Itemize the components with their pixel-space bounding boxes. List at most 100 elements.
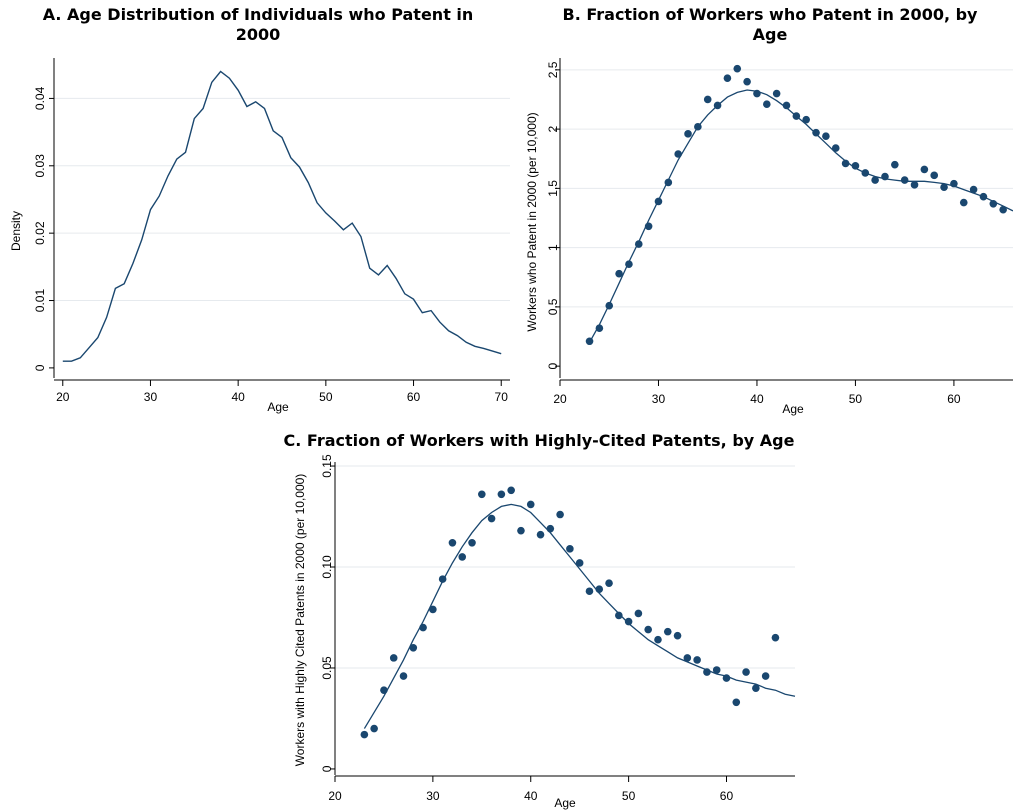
panel-b-x-tick-label: 40 — [750, 392, 764, 406]
panel-c-x-tick-label: 50 — [622, 789, 636, 803]
panel-b-data-point — [585, 337, 594, 346]
panel-c-data-point — [575, 559, 584, 567]
panel-b-data-point — [694, 122, 702, 131]
panel-b-fit-curve — [588, 89, 1013, 343]
panel-b-data-point — [851, 162, 860, 170]
panel-b-data-point — [644, 222, 653, 231]
panel-b-x-tick-label: 20 — [553, 392, 567, 406]
panel-c-data-point — [429, 605, 437, 614]
panel-b-x-tick-label: 60 — [947, 392, 961, 406]
panel-c-x-tick-label: 60 — [720, 789, 734, 803]
panel-c-data-point — [389, 654, 398, 662]
panel-a-density-line — [62, 70, 502, 362]
panel-c-data-point — [663, 627, 672, 636]
panel-c-data-point — [468, 538, 476, 547]
panel-c-data-point — [536, 530, 545, 539]
panel-c-data-point — [732, 698, 741, 707]
panel-c-data-point — [634, 609, 643, 618]
panel-c-data-point — [448, 538, 457, 547]
panel-b-data-point — [763, 100, 771, 109]
panel-b-data-point — [674, 150, 682, 158]
panel-b-data-point — [822, 132, 830, 141]
panel-a-title-line-1: A. Age Distribution of Individuals who P… — [43, 5, 474, 24]
panel-c-data-point — [624, 617, 633, 626]
panel-b-data-point — [959, 198, 968, 207]
panel-a-y-tick-label: 0.01 — [33, 289, 47, 313]
panel-c-data-point — [712, 666, 721, 674]
panel-b-data-point — [634, 240, 643, 248]
panel-c-data-point — [761, 672, 770, 680]
panel-b-data-point — [900, 176, 909, 184]
panel-c-data-point — [526, 500, 535, 509]
panel-a-x-tick-label: 60 — [407, 390, 421, 404]
panel-b-data-point — [940, 183, 948, 191]
panel-b-data-point — [861, 169, 870, 177]
panel-b-data-point — [891, 160, 899, 169]
panel-b-data-point — [654, 197, 663, 206]
panel-c: C. Fraction of Workers with Highly-Cited… — [284, 431, 796, 810]
panel-a-x-tick-label: 50 — [319, 390, 333, 404]
panel-b-data-point — [910, 181, 919, 189]
panel-a: A. Age Distribution of Individuals who P… — [9, 5, 510, 414]
panel-a-title-line-2: 2000 — [236, 25, 281, 44]
panel-c-x-tick-label: 40 — [524, 789, 538, 803]
panel-b-y-tick-label: 1.5 — [546, 180, 560, 197]
panel-b-data-point — [802, 115, 810, 124]
panel-b-data-point — [812, 128, 820, 137]
panel-c-data-point — [673, 631, 682, 640]
panel-c-data-point — [517, 526, 525, 535]
panel-b-y-tick-label: 2.5 — [546, 61, 560, 78]
panel-b-x-tick-label: 50 — [849, 392, 863, 406]
panel-b-data-point — [881, 172, 889, 181]
panel-b-data-point — [595, 324, 604, 333]
panel-c-data-point — [742, 668, 750, 676]
panel-a-y-axis-label: Density — [9, 211, 23, 251]
panel-b-y-tick-label: 2 — [546, 125, 560, 132]
panel-c-data-point — [399, 672, 408, 680]
panel-b-y-axis-label: Workers who Patent in 2000 (per 10,000) — [525, 112, 539, 331]
panel-a-y-tick-label: 0.04 — [33, 86, 47, 110]
panel-c-data-point — [419, 623, 427, 632]
panel-a-y-tick-label: 0.02 — [33, 221, 47, 245]
panel-c-data-point — [595, 585, 604, 594]
panel-c-data-point — [370, 724, 378, 733]
panel-a-x-tick-label: 70 — [495, 390, 509, 404]
panel-a-y-tick-label: 0 — [33, 364, 47, 371]
panel-c-data-point — [752, 684, 760, 692]
panel-c-data-point — [360, 730, 369, 739]
panel-b-data-point — [782, 101, 791, 110]
panel-a-x-tick-label: 20 — [56, 390, 70, 404]
panel-b-data-point — [831, 144, 840, 152]
panel-c-data-point — [507, 486, 515, 495]
panel-a-x-axis-label: Age — [267, 400, 289, 414]
panel-c-data-point — [380, 686, 388, 694]
panel-b-data-point — [615, 269, 623, 278]
panel-b-data-point — [999, 205, 1007, 214]
panel-c-data-point — [487, 514, 496, 523]
panel-b-data-point — [969, 185, 978, 194]
panel-c-x-tick-label: 20 — [328, 789, 342, 803]
panel-b-data-point — [743, 77, 751, 86]
panel-a-y-tick-label: 0.03 — [33, 154, 47, 178]
panel-a-x-tick-label: 30 — [144, 390, 158, 404]
panel-b-x-tick-label: 30 — [652, 392, 666, 406]
panel-b-data-point — [792, 112, 801, 120]
panel-c-data-point — [478, 490, 486, 499]
panel-c-data-point — [693, 656, 701, 664]
panel-b-y-tick-label: 0 — [546, 362, 560, 369]
panel-c-y-tick-label: 0.15 — [320, 454, 334, 478]
panel-b-y-tick-label: 1 — [546, 244, 560, 251]
panel-c-title: C. Fraction of Workers with Highly-Cited… — [284, 431, 795, 450]
panel-a-x-tick-label: 40 — [231, 390, 245, 404]
panel-c-y-tick-label: 0.10 — [320, 555, 334, 579]
panel-c-y-axis-label: Workers with Highly Cited Patents in 200… — [293, 474, 307, 767]
panel-b-data-point — [841, 159, 850, 168]
panel-b-data-point — [703, 95, 712, 104]
panel-c-data-point — [703, 668, 711, 676]
panel-c-y-tick-label: 0.05 — [320, 656, 334, 680]
panel-b-data-point — [950, 179, 958, 188]
panel-b-data-point — [871, 176, 879, 184]
panel-c-data-point — [438, 575, 447, 583]
panel-c-data-point — [566, 545, 574, 553]
